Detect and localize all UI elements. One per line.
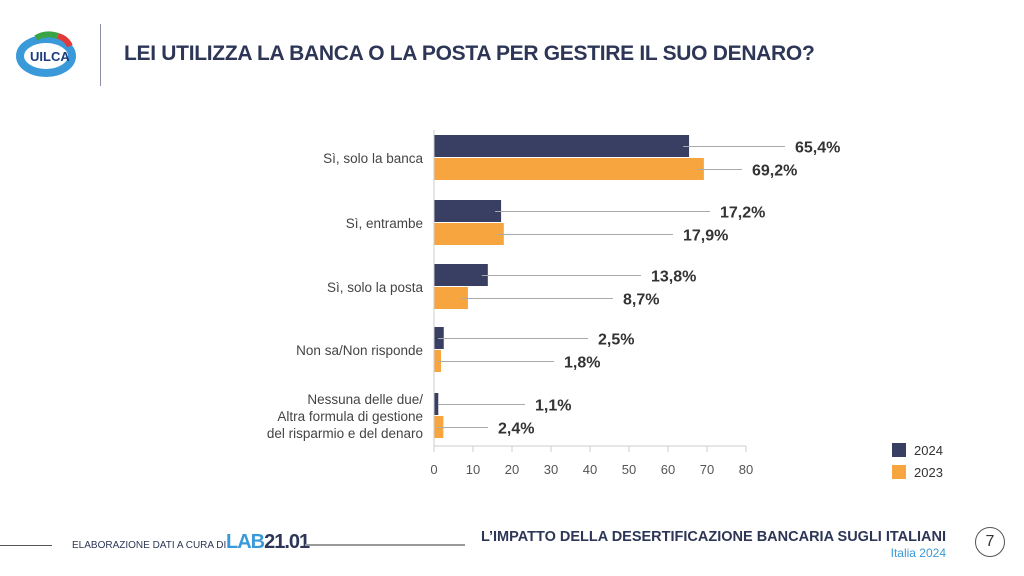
x-tick-label: 10 [466,462,480,477]
bar-2024 [434,393,439,415]
x-tick-label: 50 [622,462,636,477]
category-label: Non sa/Non risponde [296,343,423,358]
page-number: 7 [975,527,1005,557]
bar-2024 [434,264,488,286]
legend-swatch-2023 [892,465,906,479]
legend-label: 2023 [914,465,943,480]
data-label: 13,8% [651,269,696,286]
lab-logo-part2: 21.01 [264,531,310,553]
legend-label: 2024 [914,443,943,458]
category-label: del risparmio e del denaro [267,426,423,441]
report-title: L’IMPATTO DELLA DESERTIFICAZIONE BANCARI… [480,529,946,545]
data-label: 1,1% [535,398,571,415]
data-label: 69,2% [752,163,797,180]
category-label: Sì, solo la banca [323,151,423,166]
data-label: 17,9% [683,228,728,245]
category-label: Nessuna delle due/ [307,392,423,407]
x-tick-label: 70 [700,462,714,477]
uilca-logo: UILCA [16,28,86,78]
category-label: Sì, entrambe [346,216,423,231]
x-tick-label: 0 [430,462,437,477]
footer-line-center [305,544,465,546]
bar-2023 [434,158,704,180]
lab-logo: LAB21.01 [226,531,310,554]
data-label: 17,2% [720,205,765,222]
header-divider [100,24,101,86]
category-label: Sì, solo la posta [327,280,424,295]
report-subtitle: Italia 2024 [890,546,946,560]
footer-credit: ELABORAZIONE DATI A CURA DI [72,540,227,551]
x-tick-label: 60 [661,462,675,477]
data-label: 2,5% [598,332,634,349]
page-title: LEI UTILIZZA LA BANCA O LA POSTA PER GES… [124,42,815,65]
x-tick-label: 80 [739,462,753,477]
bar-2023 [434,350,442,372]
bar-2024 [434,200,502,222]
data-label: 8,7% [623,292,659,309]
x-tick-label: 20 [505,462,519,477]
legend-swatch-2024 [892,443,906,457]
x-tick-label: 30 [544,462,558,477]
data-label: 65,4% [795,140,840,157]
data-label: 1,8% [564,355,600,372]
x-tick-label: 40 [583,462,597,477]
bar-2024 [434,135,690,157]
footer-line-left [0,545,52,546]
bar-2023 [434,223,504,245]
data-label: 2,4% [498,421,534,438]
bar-2023 [434,287,468,309]
svg-text:UILCA: UILCA [30,49,70,64]
category-label: Altra formula di gestione [277,409,423,424]
lab-logo-part1: LAB [226,531,265,553]
